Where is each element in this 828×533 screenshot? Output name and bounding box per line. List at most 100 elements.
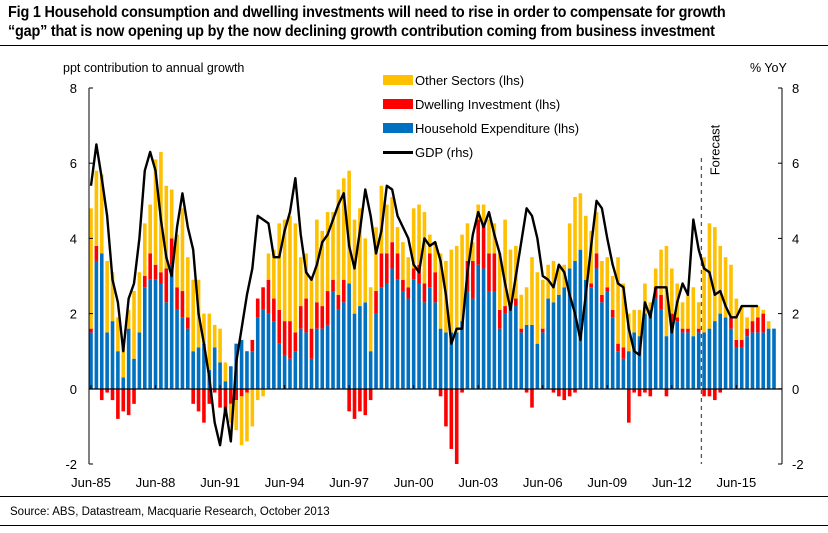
bar-household (702, 332, 706, 389)
bar-household (540, 332, 545, 389)
bar-other (207, 313, 212, 370)
bar-household (288, 358, 292, 389)
bar-other (691, 287, 696, 337)
bar-dwelling (352, 388, 357, 419)
bar-other (460, 234, 464, 322)
bar-dwelling (325, 291, 330, 325)
bar-household (298, 328, 303, 389)
bar-household (503, 313, 507, 389)
bar-other (487, 219, 491, 254)
bar-household (476, 264, 481, 389)
bar-household (368, 351, 373, 389)
bar-household (175, 309, 179, 389)
bar-household (718, 313, 723, 389)
bar-dwelling (540, 328, 545, 333)
right-tick-label: 0 (792, 382, 799, 397)
bar-household (229, 366, 233, 389)
bar-other (573, 197, 577, 261)
bar-other (734, 298, 739, 340)
bar-other (686, 294, 690, 329)
bar-dwelling (169, 238, 174, 265)
bar-household (320, 328, 325, 389)
bar-dwelling (422, 283, 427, 303)
bars-layer (89, 151, 776, 464)
bar-other (600, 260, 604, 295)
legend-item-other: Other Sectors (lhs) (383, 68, 579, 92)
bar-other (116, 317, 120, 352)
bar-dwelling (390, 242, 394, 269)
bar-household (756, 332, 760, 389)
bar-dwelling (680, 328, 685, 333)
bar-dwelling (524, 388, 529, 393)
bar-dwelling (707, 388, 712, 397)
bar-other (454, 245, 459, 333)
bar-household (524, 324, 529, 389)
bar-dwelling (245, 388, 249, 393)
bar-other (535, 272, 540, 344)
bar-household (374, 313, 378, 389)
bar-dwelling (616, 343, 620, 352)
bar-household (186, 328, 190, 389)
bar-other (497, 253, 502, 310)
bar-household (272, 321, 276, 389)
bar-dwelling (105, 388, 109, 393)
bar-other (551, 260, 556, 303)
bar-other (718, 245, 723, 314)
bar-other (368, 287, 373, 352)
bar-household (492, 291, 497, 389)
bar-other (347, 170, 351, 284)
x-tick-label: Jun-97 (329, 475, 369, 490)
bar-other (250, 388, 255, 427)
bar-household (471, 298, 475, 389)
bar-other (341, 178, 346, 280)
bar-dwelling (89, 328, 93, 333)
bar-household (696, 332, 701, 389)
bar-dwelling (255, 298, 260, 318)
bar-dwelling (304, 298, 308, 333)
forecast-label: Forecast (707, 124, 722, 175)
bar-household (352, 313, 357, 389)
bar-household (331, 291, 335, 389)
bar-dwelling (202, 388, 206, 423)
bar-household (444, 332, 448, 389)
bar-other (202, 313, 206, 344)
bar-other (530, 257, 534, 325)
bar-household (309, 358, 314, 389)
bar-household (648, 309, 653, 389)
bar-household (734, 347, 739, 389)
bar-household (159, 283, 163, 389)
bar-other (169, 189, 174, 239)
bar-other (621, 283, 626, 348)
bar-other (261, 388, 265, 397)
bar-other (105, 260, 109, 333)
bar-household (562, 287, 567, 389)
bar-dwelling (99, 388, 104, 401)
bar-other (471, 242, 475, 261)
bar-other (449, 249, 454, 333)
bar-household (567, 268, 572, 389)
bar-other (648, 302, 653, 310)
bar-household (637, 336, 642, 389)
bar-dwelling (126, 388, 131, 416)
bar-household (406, 298, 411, 389)
bar-household (723, 317, 728, 389)
bar-other (761, 309, 766, 314)
bar-other (401, 242, 405, 280)
bar-household (94, 260, 99, 389)
bar-other (245, 392, 249, 442)
bar-household (266, 313, 271, 389)
bar-dwelling (250, 339, 255, 352)
bar-other (99, 174, 104, 254)
bar-household (659, 309, 663, 389)
bar-dwelling (514, 298, 518, 307)
x-tick-label: Jun-88 (136, 475, 176, 490)
bar-dwelling (562, 388, 567, 401)
bar-dwelling (481, 223, 486, 269)
bar-dwelling (207, 388, 212, 404)
bar-dwelling (600, 294, 604, 303)
bar-household (551, 302, 556, 389)
left-axis-label: ppt contribution to annual growth (63, 61, 245, 75)
bar-dwelling (384, 253, 389, 284)
bar-other (148, 204, 152, 254)
